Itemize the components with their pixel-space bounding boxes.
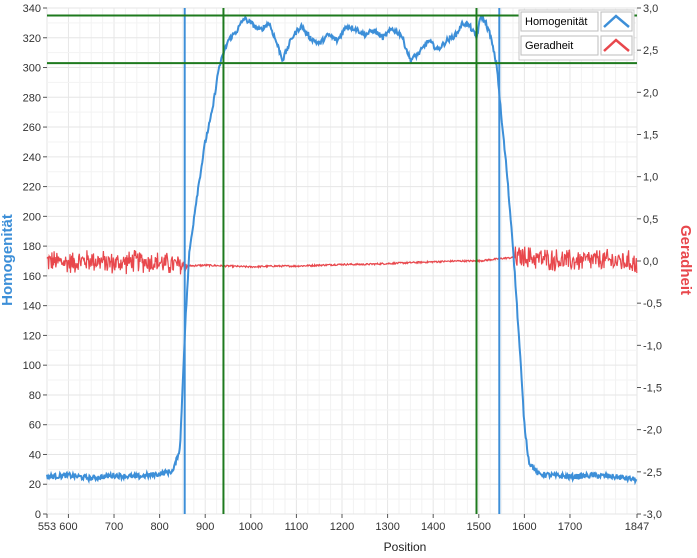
y-right-axis-title: Geradheit xyxy=(677,225,694,295)
y-right-tick-label: 2,5 xyxy=(643,45,658,57)
x-tick-label: 600 xyxy=(59,521,77,533)
y-left-axis-ticks: 0 20 40 60 80 100 120 140 160 180 200 220 240 260 280 3… xyxy=(23,3,47,521)
legend-label-box-homogenitaet xyxy=(520,11,599,32)
series-line-homogenitaet xyxy=(46,14,638,486)
y-left-tick-label: 220 xyxy=(23,182,41,194)
y-left-tick-label: 240 xyxy=(23,152,41,164)
y-right-axis-ticks: -3,0 -2,5 -2,0 -1,5 -1,0 -0,5 0,0 0,5 1,0 1,5 2,0 2… xyxy=(637,3,662,521)
y-left-tick-label: 20 xyxy=(29,479,41,491)
y-right-tick-label: 3,0 xyxy=(643,3,658,15)
y-right-tick-label: -2,5 xyxy=(643,467,662,479)
x-tick-label: 700 xyxy=(105,521,123,533)
legend-label-homogenitaet: Homogenität xyxy=(525,16,587,28)
x-tick-label: 1500 xyxy=(467,521,491,533)
y-left-tick-label: 0 xyxy=(35,509,41,521)
y-left-tick-label: 140 xyxy=(23,301,41,313)
legend-label-box-geradheit xyxy=(520,35,599,56)
x-tick-label: 800 xyxy=(150,521,168,533)
x-axis-title: Position xyxy=(384,540,427,554)
y-right-tick-label: -3,0 xyxy=(643,509,662,521)
legend-swatch-geradheit xyxy=(603,38,630,52)
x-tick-label: 1847 xyxy=(625,521,649,533)
series-line-geradheit xyxy=(46,246,638,275)
y-right-tick-label: 1,5 xyxy=(643,130,658,142)
y-left-tick-label: 160 xyxy=(23,271,41,283)
series-layer xyxy=(46,14,638,486)
y-right-tick-label: -1,0 xyxy=(643,340,662,352)
x-tick-label: 1400 xyxy=(421,521,445,533)
y-right-tick-label: 1,0 xyxy=(643,172,658,184)
y-left-tick-label: 200 xyxy=(23,211,41,223)
y-left-tick-label: 260 xyxy=(23,122,41,134)
legend[interactable]: Homogenität Geradheit xyxy=(518,9,635,61)
y-right-tick-label: 2,0 xyxy=(643,87,658,99)
y-left-tick-label: 280 xyxy=(23,92,41,104)
y-left-tick-label: 40 xyxy=(29,449,41,461)
y-right-tick-label: 0,0 xyxy=(643,256,658,268)
x-tick-label: 1200 xyxy=(330,521,354,533)
y-right-tick-label: -2,0 xyxy=(643,425,662,437)
y-left-tick-label: 300 xyxy=(23,63,41,75)
y-right-tick-label: -0,5 xyxy=(643,298,662,310)
y-left-tick-label: 100 xyxy=(23,360,41,372)
x-tick-label: 553 xyxy=(38,521,56,533)
y-right-tick-label: -1,5 xyxy=(643,383,662,395)
x-tick-label: 1600 xyxy=(512,521,536,533)
y-left-tick-label: 60 xyxy=(29,420,41,432)
y-left-tick-label: 80 xyxy=(29,390,41,402)
y-left-tick-label: 340 xyxy=(23,3,41,15)
y-right-tick-label: 0,5 xyxy=(643,214,658,226)
y-left-tick-label: 320 xyxy=(23,33,41,45)
y-left-tick-label: 180 xyxy=(23,241,41,253)
y-left-tick-label: 120 xyxy=(23,330,41,342)
x-axis-ticks: 553 600 700 800 900 1000 1100 1200 1300 1400 1500 1… xyxy=(38,514,649,533)
legend-label-geradheit: Geradheit xyxy=(525,40,573,52)
x-tick-label: 900 xyxy=(196,521,214,533)
x-tick-label: 1100 xyxy=(285,521,309,533)
x-tick-label: 1300 xyxy=(375,521,399,533)
x-tick-label: 1000 xyxy=(239,521,263,533)
x-tick-label: 1700 xyxy=(558,521,582,533)
legend-swatch-box-geradheit[interactable] xyxy=(600,35,633,56)
legend-swatch-homogenitaet xyxy=(603,14,630,28)
legend-swatch-box-homogenitaet[interactable] xyxy=(600,11,633,32)
y-left-axis-title: Homogenität xyxy=(0,214,16,306)
